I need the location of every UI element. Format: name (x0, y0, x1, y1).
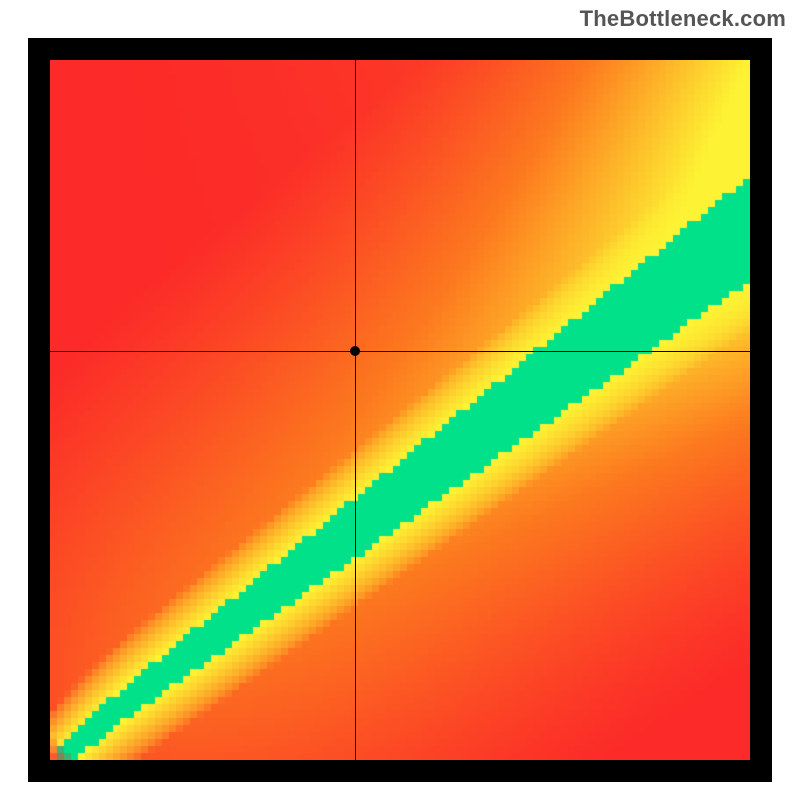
heatmap-canvas (50, 60, 750, 760)
crosshair-vertical (355, 60, 356, 760)
watermark-text: TheBottleneck.com (580, 6, 786, 32)
plot-outer-border (28, 38, 772, 782)
crosshair-marker-dot (350, 346, 360, 356)
heatmap-plot (50, 60, 750, 760)
stage: TheBottleneck.com (0, 0, 800, 800)
crosshair-horizontal (50, 351, 750, 352)
